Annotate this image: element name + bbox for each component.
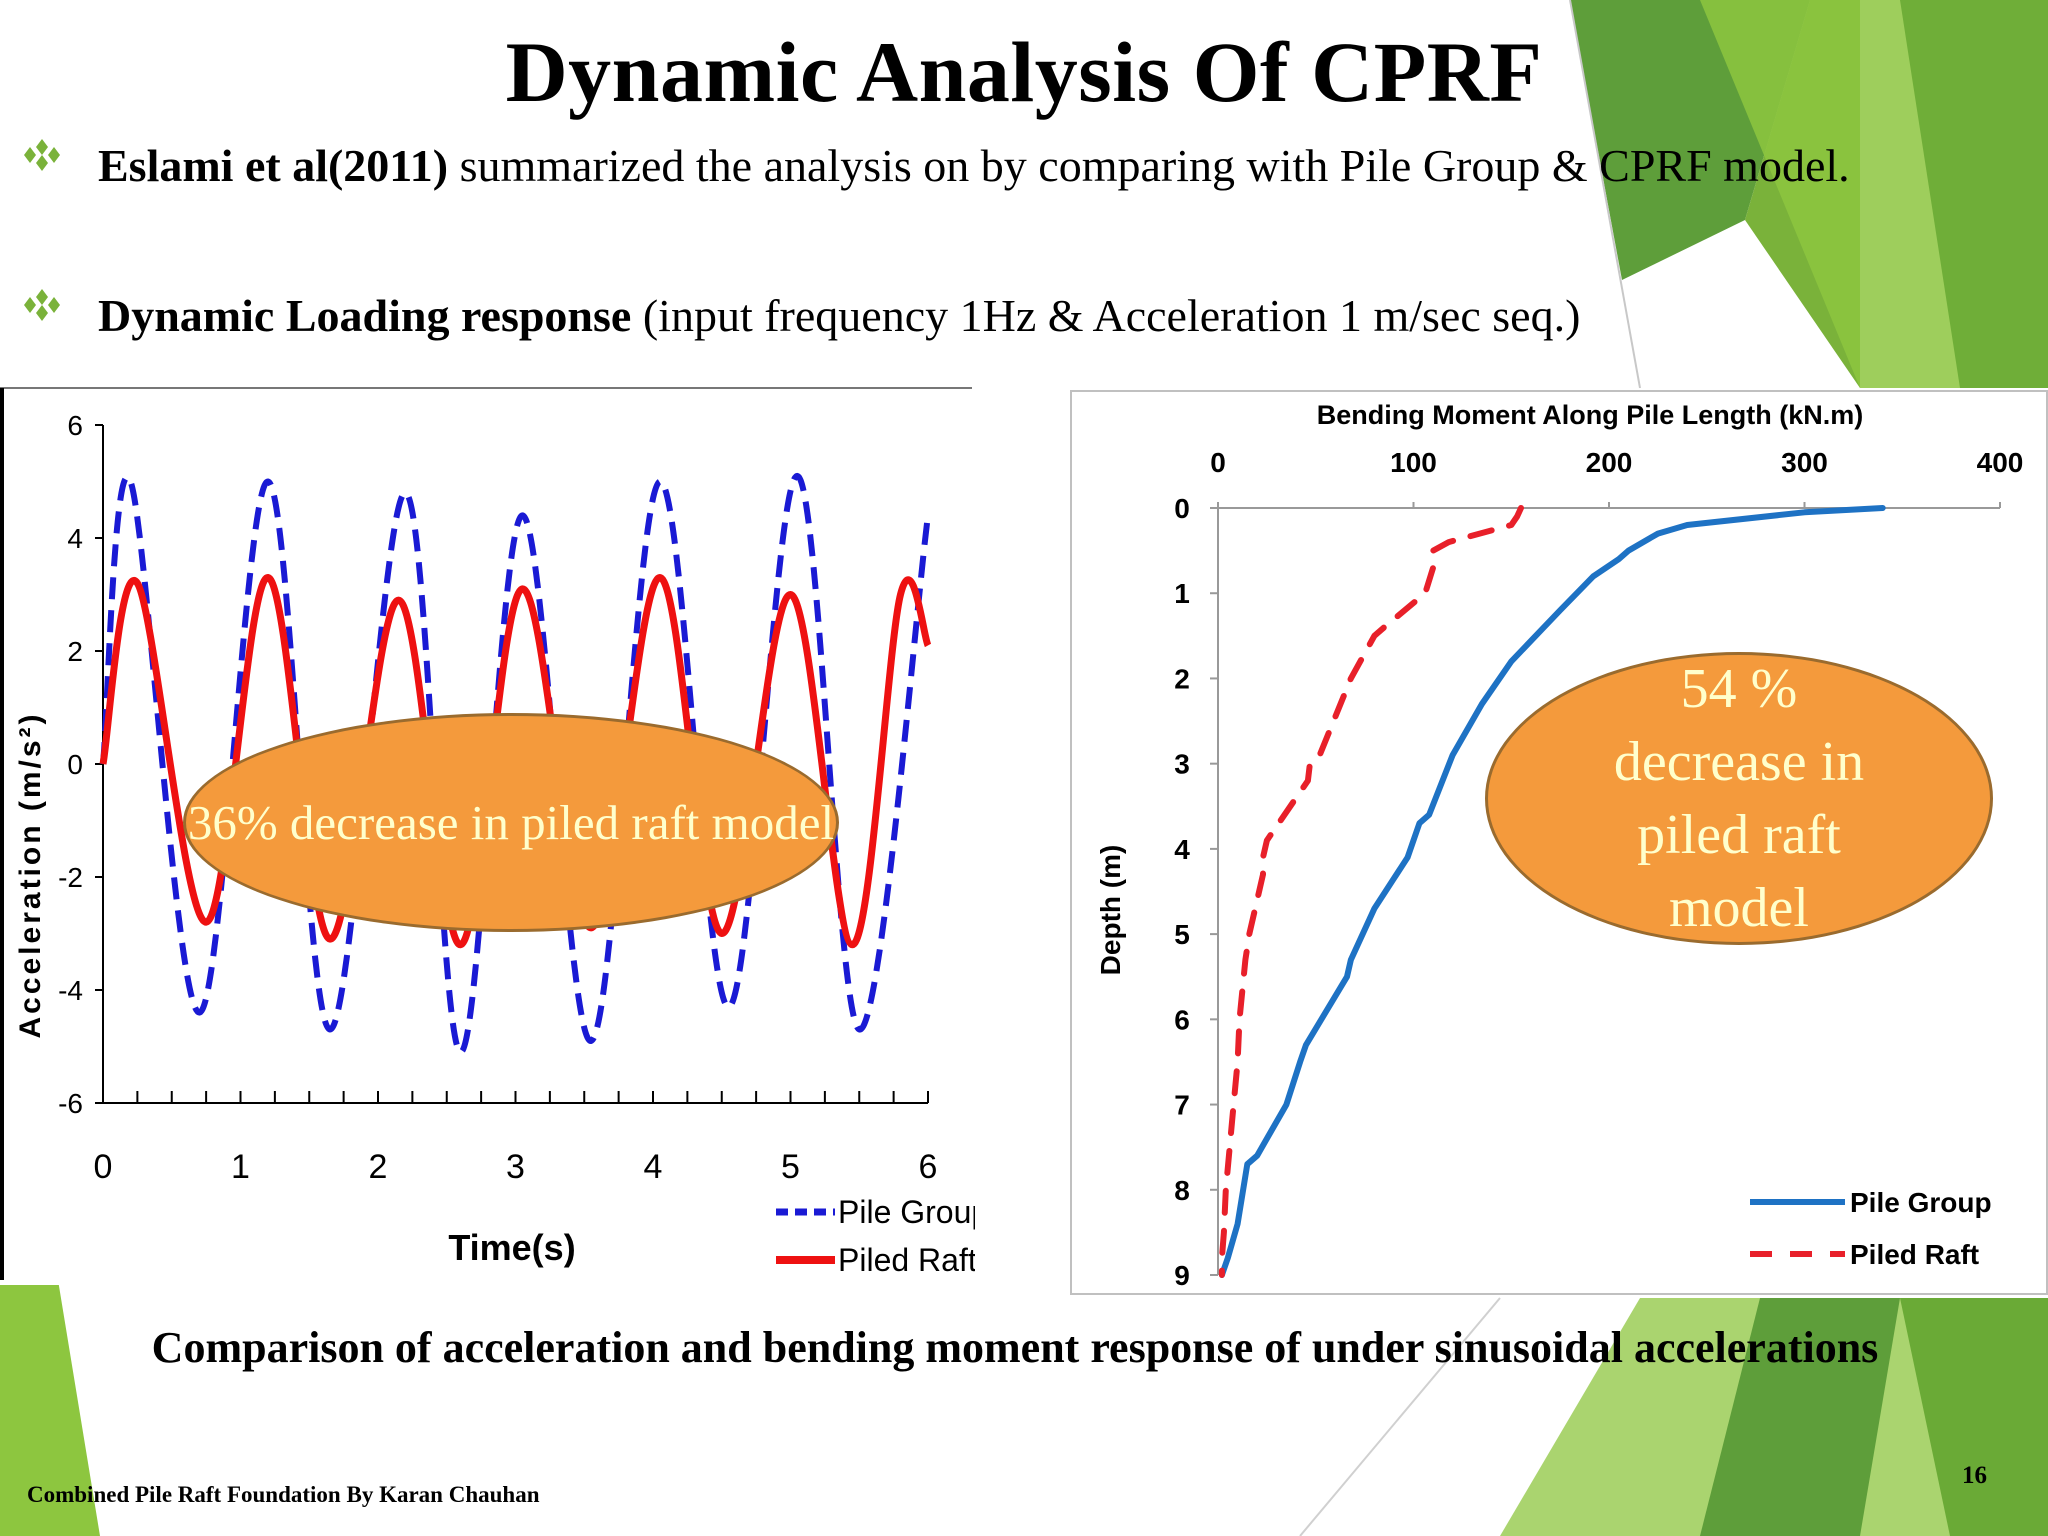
y-tick-label: 0 xyxy=(67,749,83,780)
bullet-bold-text: Eslami et al(2011) xyxy=(98,140,449,191)
chart-title: Bending Moment Along Pile Length (kN.m) xyxy=(1317,400,1863,430)
legend-label-piled-raft: Piled Raft xyxy=(1850,1239,1979,1270)
diamond-bullet-icon xyxy=(24,139,60,171)
series-line-piled-raft xyxy=(1218,505,1524,1278)
annotation-text: 54 % decrease in piled raft model xyxy=(1613,657,1865,939)
y-tick-label: 7 xyxy=(1174,1090,1190,1121)
theme-shape-top-right xyxy=(1900,0,2048,388)
x-tick-label: 2 xyxy=(369,1148,388,1186)
y-tick-label: 1 xyxy=(1174,578,1190,609)
theme-shape-bottom-left xyxy=(0,1280,100,1536)
figure-caption: Comparison of acceleration and bending m… xyxy=(151,1323,1879,1372)
y-tick-label: 3 xyxy=(1174,749,1190,780)
x-tick-label: 4 xyxy=(644,1148,663,1186)
legend-label-piled-raft: Piled Raft xyxy=(838,1242,975,1278)
annotation-text: 36% decrease in piled raft model xyxy=(187,794,835,850)
y-tick-label: 6 xyxy=(1174,1004,1190,1035)
theme-thin-line-bottom xyxy=(1299,1297,1501,1536)
bullet-text: summarized the analysis on by comparing … xyxy=(448,140,1850,191)
y-tick-label: 0 xyxy=(1174,493,1190,524)
theme-shape-bottom-right-dark xyxy=(1700,1298,1900,1536)
y-tick-label: 6 xyxy=(67,410,83,441)
y-tick-label: 5 xyxy=(1174,919,1190,950)
x-tick-label: 6 xyxy=(919,1148,938,1186)
legend: Pile Group Piled Raft xyxy=(776,1194,975,1278)
series-line-pile-group xyxy=(1218,505,1886,1278)
y-axis-label: Depth (m) xyxy=(1095,845,1126,976)
y-tick-label: -6 xyxy=(58,1088,83,1119)
y-tick-label: 2 xyxy=(67,636,83,667)
slide-title: Dynamic Analysis Of CPRF xyxy=(505,24,1543,120)
x-tick-label: 0 xyxy=(1210,447,1226,478)
y-tick-label: -2 xyxy=(58,862,83,893)
x-tick-label: 3 xyxy=(506,1148,525,1186)
theme-shape-bottom-right-mid xyxy=(1900,1298,2048,1536)
x-tick-label: 5 xyxy=(781,1148,800,1186)
bullet-bold-text: Dynamic Loading response xyxy=(98,290,632,341)
x-tick-label: 1 xyxy=(231,1148,250,1186)
x-tick-label: 400 xyxy=(1977,447,2024,478)
y-axis-label: Acceleration (m/s²) xyxy=(14,711,47,1038)
page-number: 16 xyxy=(1962,1462,1987,1489)
annotation-54-percent: 54 % decrease in piled raft model xyxy=(1485,652,1993,945)
y-tick-label: 4 xyxy=(1174,834,1190,865)
x-tick-label: 0 xyxy=(94,1148,113,1186)
legend: Pile Group Piled Raft xyxy=(1750,1187,1992,1270)
bullet-text: (input frequency 1Hz & Acceleration 1 m/… xyxy=(631,290,1581,341)
x-tick-label: 200 xyxy=(1586,447,1633,478)
y-tick-label: 2 xyxy=(1174,663,1190,694)
theme-thin-line xyxy=(1569,0,1641,389)
diamond-bullet-icon xyxy=(24,289,60,321)
legend-label-pile-group: Pile Group xyxy=(838,1194,975,1230)
y-tick-label: 8 xyxy=(1174,1175,1190,1206)
x-axis-label: Time(s) xyxy=(448,1227,575,1268)
footer-text: Combined Pile Raft Foundation By Karan C… xyxy=(27,1482,540,1507)
y-tick-label: 9 xyxy=(1174,1260,1190,1291)
x-tick-label: 300 xyxy=(1781,447,1828,478)
legend-label-pile-group: Pile Group xyxy=(1850,1187,1992,1218)
x-tick-label: 100 xyxy=(1390,447,1437,478)
y-tick-label: 4 xyxy=(67,523,83,554)
y-tick-label: -4 xyxy=(58,975,83,1006)
annotation-36-percent: 36% decrease in piled raft model xyxy=(183,713,839,932)
